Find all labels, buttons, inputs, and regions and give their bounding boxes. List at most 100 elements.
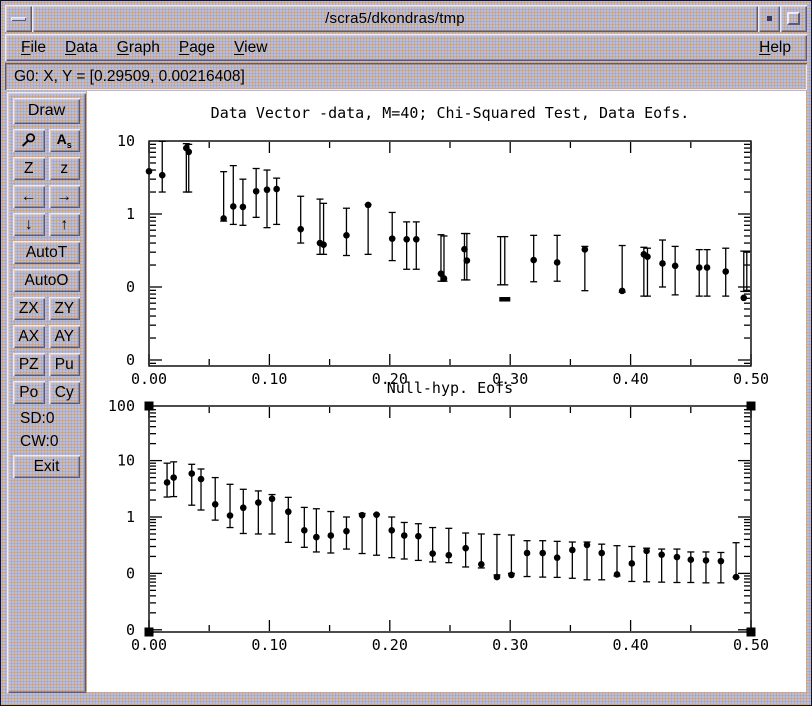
data-point <box>613 571 621 578</box>
data-point <box>671 262 679 270</box>
plot-title: Null-hyp. Eofs <box>387 379 513 397</box>
autoo-button[interactable]: AutoO <box>13 269 80 292</box>
data-point <box>188 470 196 477</box>
y-tick-label: 1 <box>126 205 135 223</box>
pan-up-button[interactable]: ↑ <box>48 213 80 236</box>
data-point <box>320 241 327 248</box>
data-point <box>229 203 237 210</box>
data-point <box>185 148 193 156</box>
data-point <box>658 551 665 558</box>
window-title: /scra5/dkondras/tmp <box>32 5 758 32</box>
menu-item-page[interactable]: Page <box>178 38 216 56</box>
window-menu-button[interactable] <box>5 5 32 32</box>
zy-button[interactable]: ZY <box>48 297 80 320</box>
data-point <box>415 532 422 540</box>
y-tick-label: 10 <box>117 132 135 150</box>
x-tick-label: 0.30 <box>492 636 528 654</box>
data-point <box>440 275 448 282</box>
data-point <box>297 225 305 233</box>
menubar: File Data Graph Page View Help <box>5 34 807 61</box>
font-size-button[interactable]: As <box>48 129 80 152</box>
x-tick-label: 0.10 <box>251 636 287 654</box>
x-tick-label: 0.30 <box>492 370 528 388</box>
pan-left-button[interactable]: ← <box>13 185 45 208</box>
data-point <box>445 551 453 559</box>
data-point <box>462 544 469 552</box>
ax-button[interactable]: AX <box>13 325 45 348</box>
plot-frame <box>148 140 752 367</box>
data-point <box>145 167 153 175</box>
window-menu-icon <box>11 16 26 21</box>
data-point <box>643 547 650 555</box>
x-tick-label: 0.50 <box>733 370 769 388</box>
menu-item-view[interactable]: View <box>234 38 268 56</box>
data-point <box>583 541 591 549</box>
plot-canvas[interactable]: 0.00 0.10 0.20 0.30 0.40 0.50 10 1 0 0 Data Vector… <box>87 91 806 692</box>
zoom-in-button[interactable]: Z <box>13 157 45 180</box>
cy-button[interactable]: Cy <box>48 381 80 404</box>
cw-counter: CW:0 <box>20 433 59 450</box>
data-point <box>429 550 436 557</box>
data-point <box>252 187 260 195</box>
data-point <box>388 235 396 242</box>
data-point <box>673 553 681 561</box>
data-point <box>687 556 695 563</box>
x-tick-label: 0.50 <box>733 636 769 654</box>
data-point <box>197 475 205 483</box>
ay-button[interactable]: AY <box>48 325 80 348</box>
data-point <box>226 512 234 519</box>
draw-button[interactable]: Draw <box>13 98 80 124</box>
x-tick-label: 0.00 <box>131 636 167 654</box>
data-point <box>327 532 335 539</box>
data-point <box>508 571 515 579</box>
zx-button[interactable]: ZX <box>13 297 45 320</box>
data-point <box>722 268 730 275</box>
pan-right-button[interactable]: → <box>48 185 80 208</box>
data-point <box>702 557 710 564</box>
data-point <box>461 245 468 253</box>
autot-button[interactable]: AutoT <box>13 241 80 264</box>
graph-corner-handle[interactable] <box>746 627 756 637</box>
data-point <box>239 203 247 211</box>
data-point <box>158 171 166 179</box>
data-point <box>388 527 396 534</box>
menu-item-graph[interactable]: Graph <box>116 38 160 56</box>
data-point <box>618 287 626 295</box>
graph-corner-handle[interactable] <box>144 627 154 637</box>
data-point <box>268 495 276 503</box>
data-point <box>255 499 262 506</box>
plot-frame <box>148 405 752 633</box>
titlebar: /scra5/dkondras/tmp <box>5 5 807 32</box>
menu-item-data[interactable]: Data <box>64 38 98 56</box>
data-point <box>412 236 420 243</box>
x-tick-label: 0.40 <box>613 636 649 654</box>
po-button[interactable]: Po <box>13 381 45 404</box>
data-point <box>358 511 366 519</box>
minimize-button[interactable] <box>758 5 780 32</box>
coordinate-readout: G0: X, Y = [0.29509, 0.00216408] <box>14 67 245 85</box>
plot-title: Data Vector -data, M=40; Chi-Squared Tes… <box>211 104 690 122</box>
data-point <box>211 500 219 508</box>
data-point <box>539 549 547 557</box>
magnifier-icon <box>22 133 36 147</box>
data-point <box>553 554 561 561</box>
data-point <box>740 294 748 302</box>
pan-down-button[interactable]: ↓ <box>13 213 45 236</box>
pz-button[interactable]: PZ <box>13 353 45 376</box>
y-tick-label: 0 <box>126 351 135 369</box>
menu-item-file[interactable]: File <box>21 38 46 56</box>
graph-corner-handle[interactable] <box>746 401 756 411</box>
exit-button[interactable]: Exit <box>13 455 80 478</box>
zoom-out-button[interactable]: z <box>48 157 80 180</box>
data-point <box>703 264 711 271</box>
pu-button[interactable]: Pu <box>48 353 80 376</box>
data-point <box>463 257 471 264</box>
maximize-button[interactable] <box>780 5 807 32</box>
y-tick-label: 1 <box>126 508 135 526</box>
menu-item-help[interactable]: Help <box>759 38 791 56</box>
minimize-icon <box>766 16 772 21</box>
magnify-button[interactable] <box>13 129 45 152</box>
graph-corner-handle[interactable] <box>144 401 154 411</box>
sd-counter: SD:0 <box>20 410 55 427</box>
